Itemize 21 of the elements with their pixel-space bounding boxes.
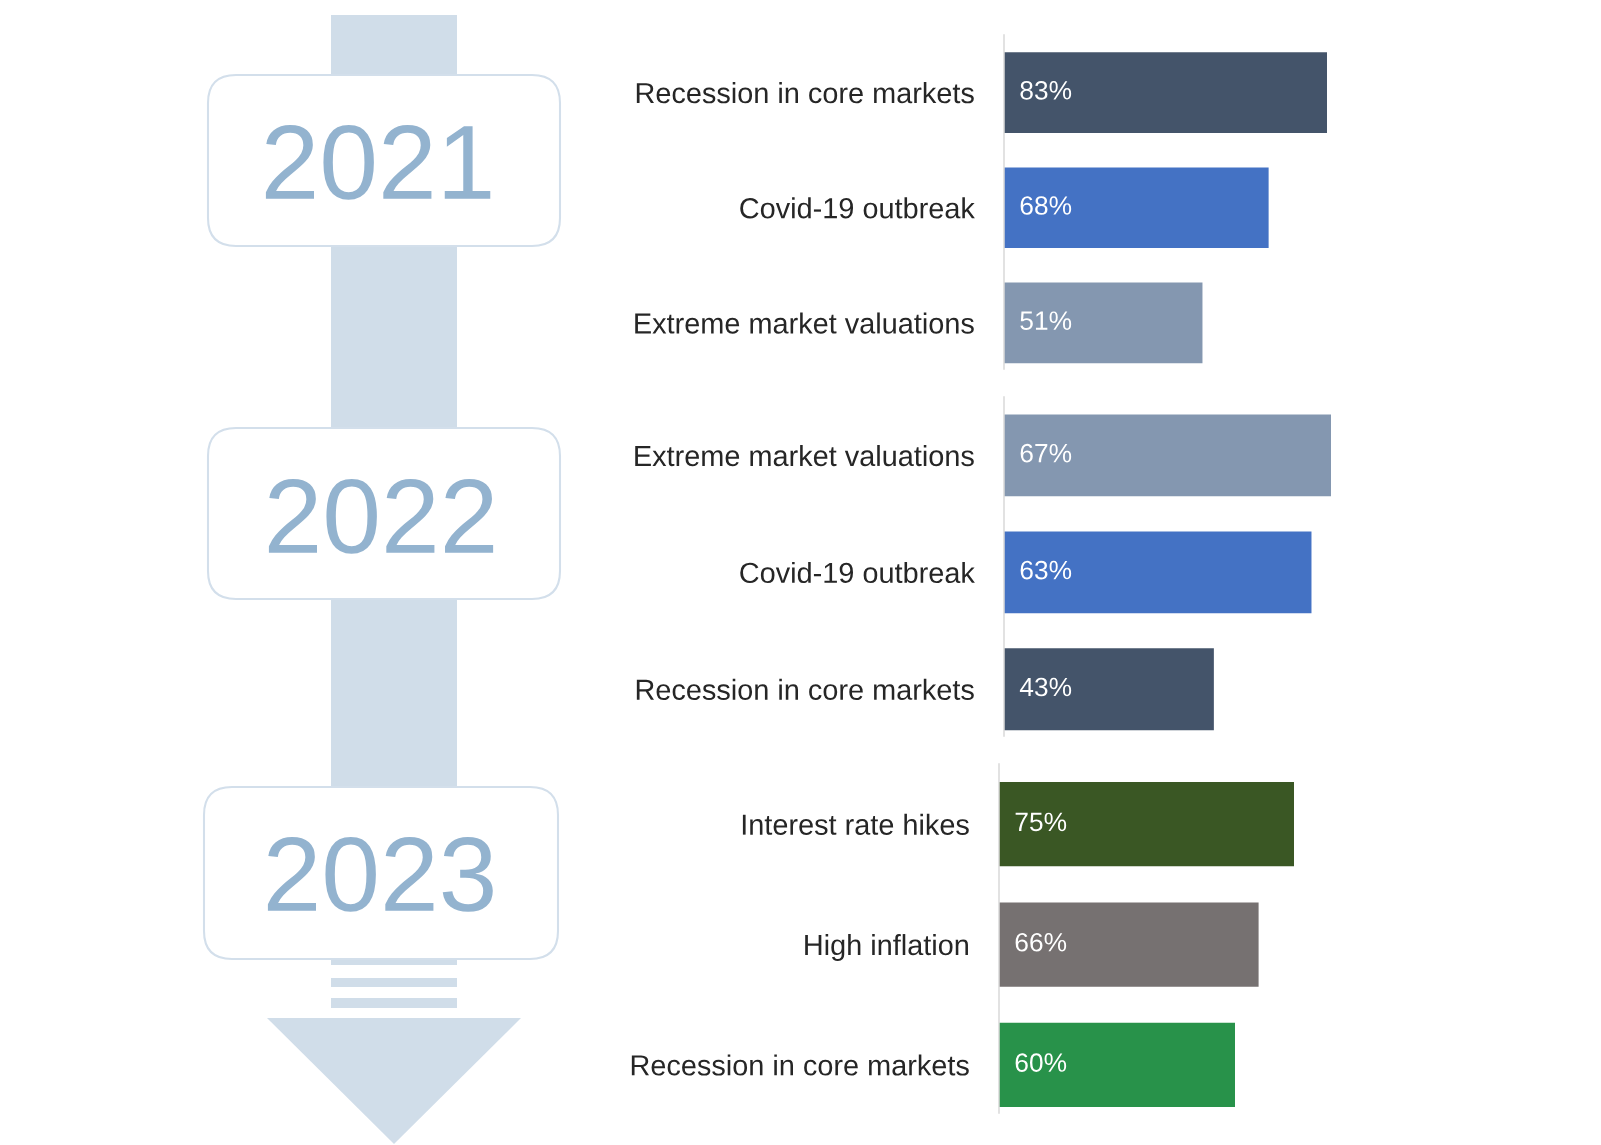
data-label: 83%	[1020, 80, 1072, 100]
y-tick-label: Recession in core markets	[636, 678, 974, 700]
y-tick-label: Recession in core markets	[636, 82, 974, 104]
data-label: 43%	[1019, 677, 1072, 697]
data-label: 60%	[1015, 1053, 1067, 1072]
data-label: 66%	[1015, 932, 1067, 952]
data-label: 51%	[1020, 311, 1072, 331]
text: 2022	[268, 479, 494, 554]
y-tick-label: Extreme market valuations	[635, 444, 974, 467]
text: 2023	[267, 837, 493, 912]
text: 2021	[265, 125, 491, 200]
y-tick-label: Interest rate hikes	[742, 813, 969, 835]
y-tick-label: High inflation	[805, 934, 968, 961]
data-label: 75%	[1015, 812, 1067, 832]
y-tick-label: Recession in core markets	[631, 1054, 969, 1076]
data-label: 67%	[1020, 443, 1072, 463]
y-tick-label: Covid-19 outbreak	[740, 197, 975, 219]
y-tick-label: Covid-19 outbreak	[740, 561, 975, 584]
data-label: 68%	[1020, 196, 1072, 215]
data-label: 63%	[1020, 560, 1072, 580]
y-tick-label: Extreme market valuations	[635, 312, 974, 334]
